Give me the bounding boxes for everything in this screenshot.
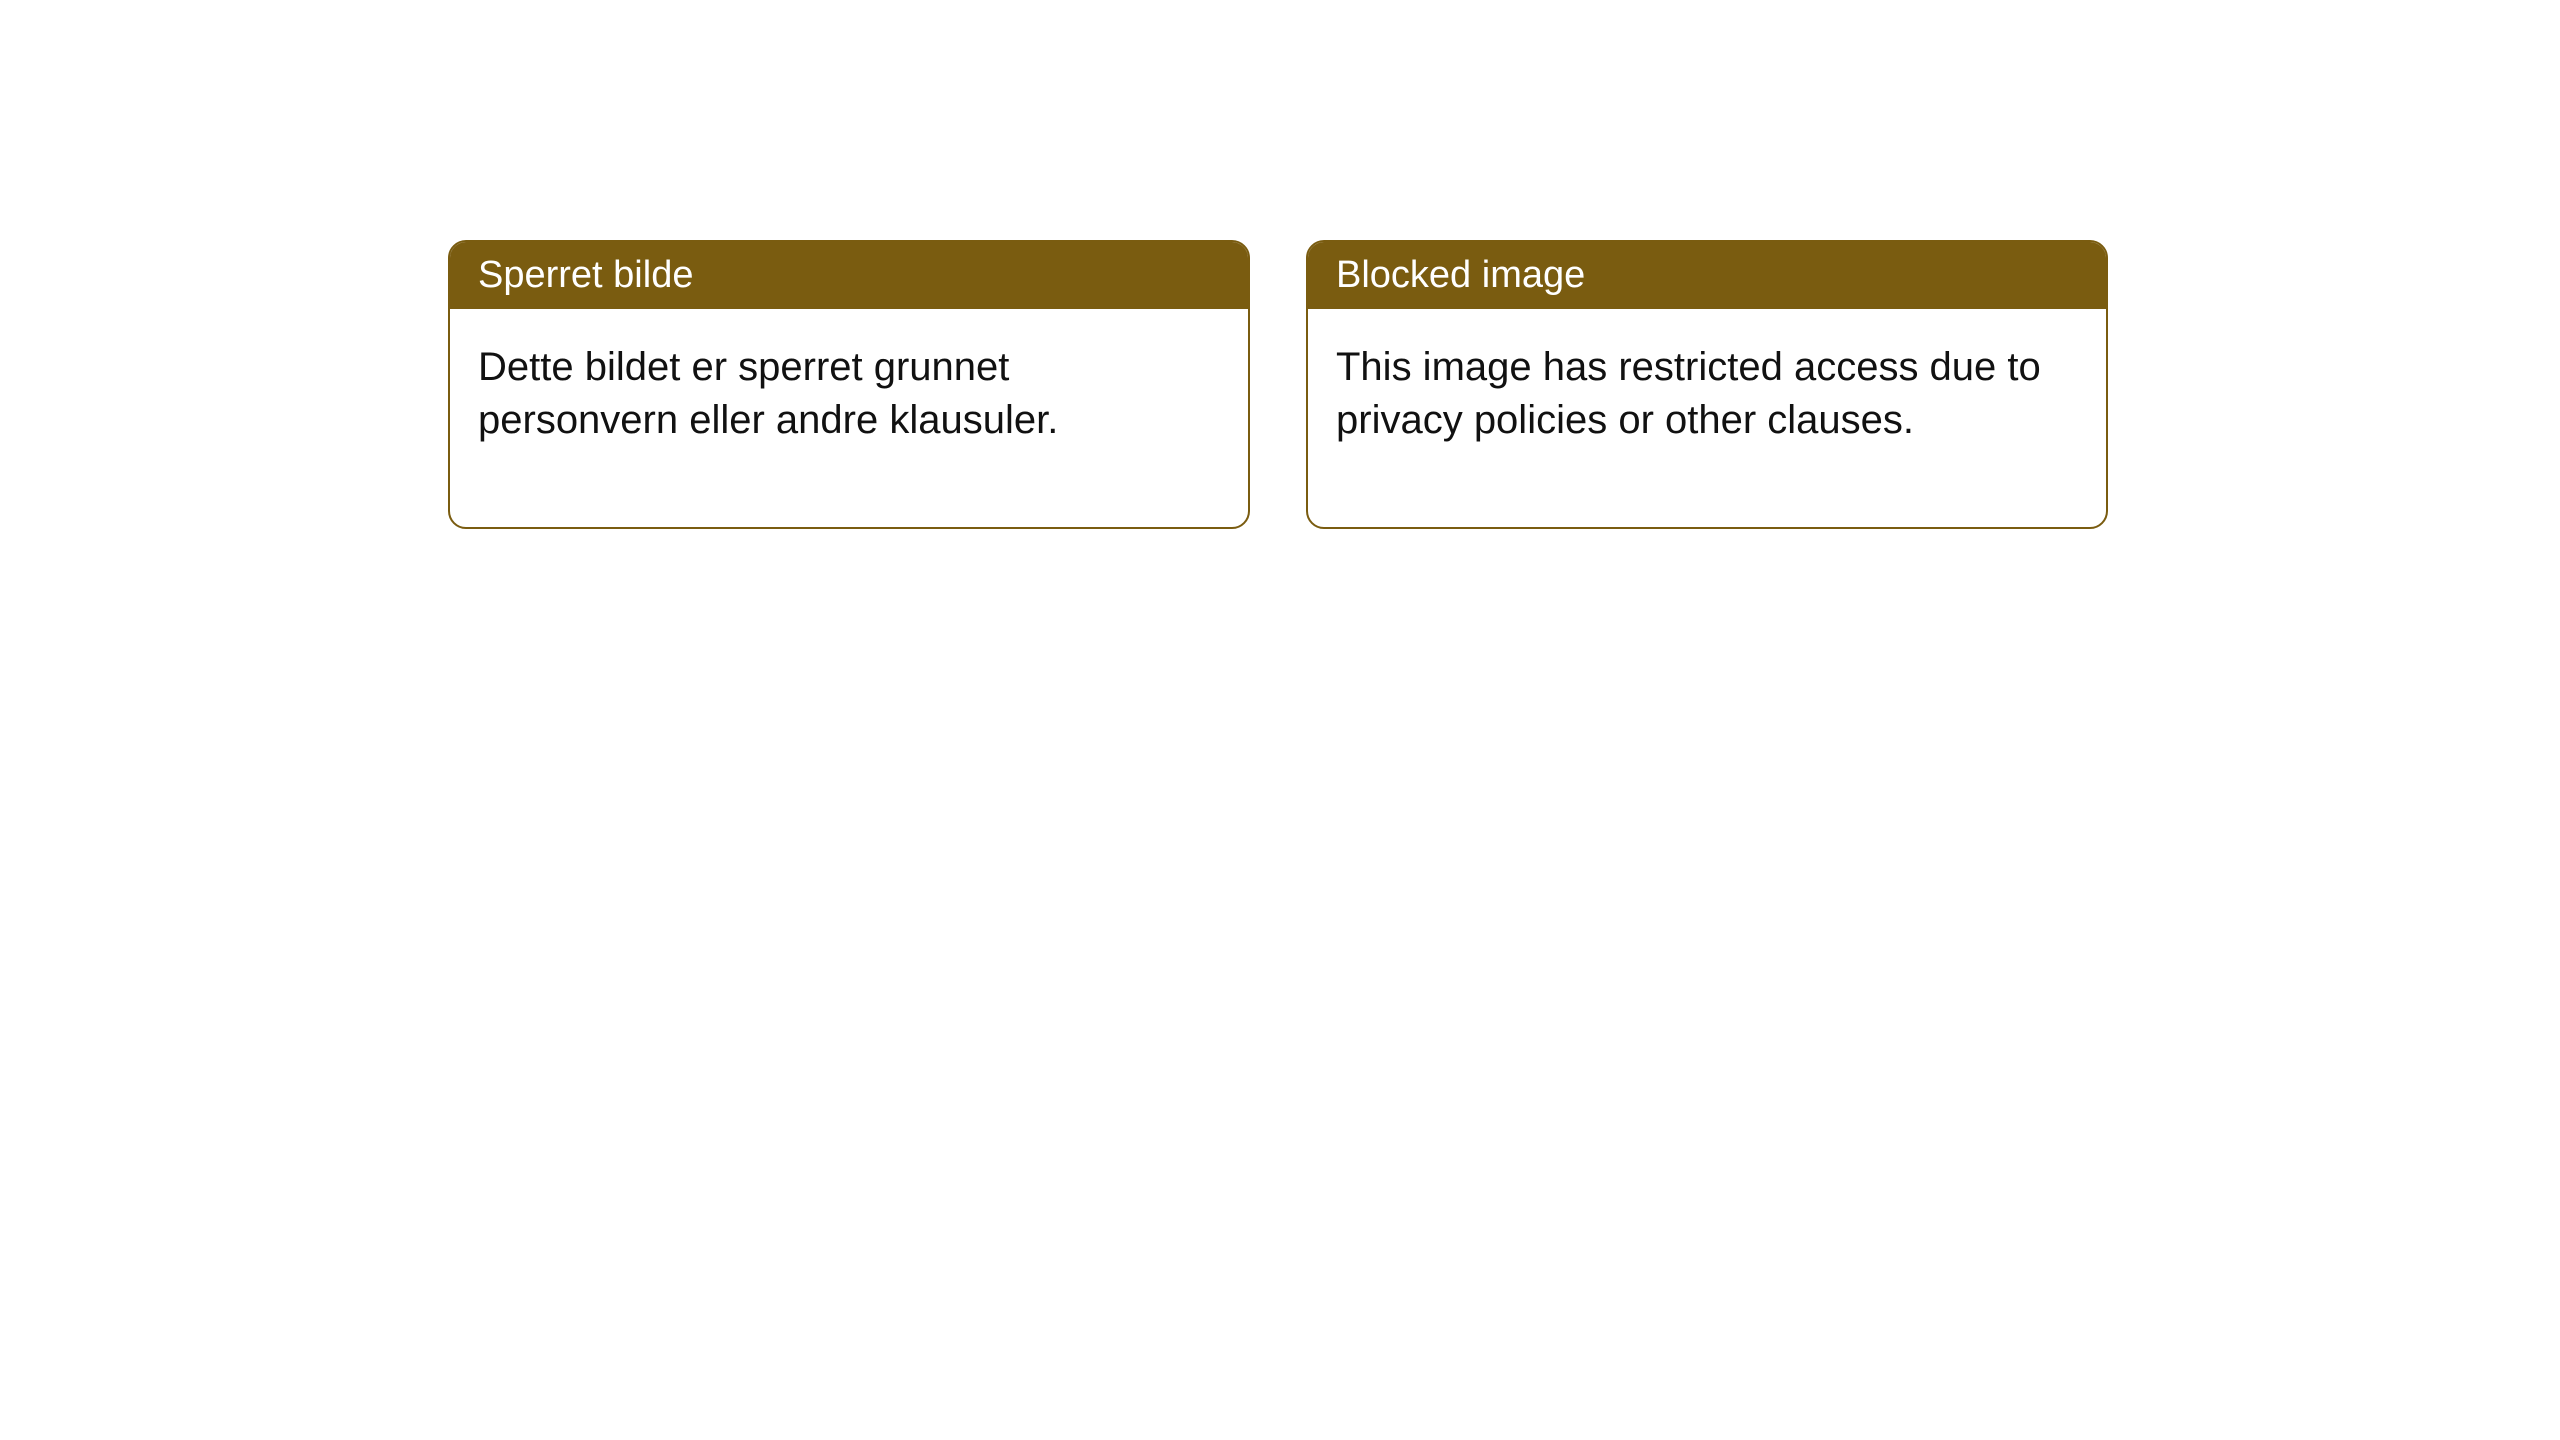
card-title: Sperret bilde — [478, 254, 693, 296]
notice-container: Sperret bilde Dette bildet er sperret gr… — [0, 0, 2560, 529]
notice-card-english: Blocked image This image has restricted … — [1306, 240, 2108, 529]
card-title: Blocked image — [1336, 254, 1585, 296]
notice-card-norwegian: Sperret bilde Dette bildet er sperret gr… — [448, 240, 1250, 529]
card-message: This image has restricted access due to … — [1336, 345, 2041, 442]
card-body: Dette bildet er sperret grunnet personve… — [450, 309, 1248, 527]
card-header: Blocked image — [1308, 242, 2106, 309]
card-header: Sperret bilde — [450, 242, 1248, 309]
card-message: Dette bildet er sperret grunnet personve… — [478, 345, 1058, 442]
card-body: This image has restricted access due to … — [1308, 309, 2106, 527]
